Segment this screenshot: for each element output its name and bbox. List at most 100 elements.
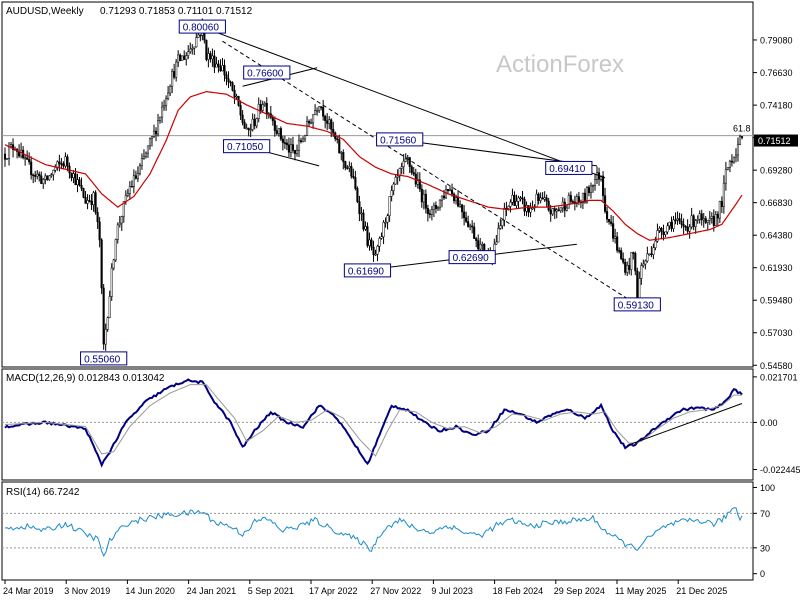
candle-body — [213, 55, 216, 68]
candle-body — [620, 250, 623, 260]
candle-body — [694, 220, 697, 227]
candle-body — [463, 211, 466, 218]
candle-body — [209, 53, 212, 60]
candle-body — [312, 114, 315, 124]
price-y-tick-label: 0.61930 — [760, 263, 793, 273]
price-trendline — [222, 40, 638, 306]
rsi-title: RSI(14) 66.7242 — [6, 487, 80, 498]
candle-body — [475, 238, 478, 241]
candle-body — [134, 175, 137, 179]
candle-body — [612, 223, 615, 239]
candle-body — [712, 216, 715, 226]
candle-body — [688, 226, 691, 232]
candle-body — [138, 165, 141, 174]
candle-body — [297, 140, 301, 151]
candle-body — [340, 152, 343, 154]
candle-body — [144, 152, 148, 157]
candle-body — [90, 200, 93, 205]
chart-symbol: AUDUSD,Weekly — [6, 6, 84, 17]
candle-body — [446, 189, 450, 191]
candle-body — [668, 221, 671, 227]
candle-body — [293, 150, 297, 154]
candle-body — [116, 224, 119, 240]
candle-body — [664, 231, 667, 235]
candle-body — [738, 136, 742, 145]
candle-body — [728, 160, 731, 168]
candle-body — [328, 119, 331, 124]
candle-body — [720, 201, 723, 207]
candle-body — [308, 121, 311, 124]
candle-body — [136, 173, 139, 179]
candle-body — [283, 142, 286, 144]
candle-body — [92, 192, 95, 205]
candle-body — [56, 161, 59, 168]
candle-body — [251, 118, 254, 130]
candle-body — [507, 206, 510, 209]
candle-body — [229, 81, 232, 84]
rsi-y-tick-label: 70 — [760, 509, 770, 519]
candle-body — [724, 168, 727, 184]
price-label-text: 0.80060 — [183, 23, 220, 34]
candle-body — [457, 197, 460, 207]
candle-body — [523, 198, 526, 212]
candle-body — [549, 209, 552, 215]
candle-body — [50, 174, 53, 177]
candle-body — [658, 228, 661, 231]
candle-body — [408, 157, 411, 167]
macd-y-tick-label: 0.021701 — [760, 372, 798, 382]
candle-body — [245, 127, 248, 130]
candle-body — [187, 51, 190, 56]
candle-body — [330, 119, 333, 130]
candle-body — [497, 228, 500, 243]
fib-level-label: 61.8 — [733, 124, 751, 134]
candle-body — [271, 117, 274, 122]
candle-body — [163, 105, 166, 108]
x-tick-label: 14 Jun 2020 — [125, 586, 175, 596]
price-y-tick-label: 0.64380 — [760, 231, 793, 241]
candle-body — [557, 209, 560, 212]
candle-body — [287, 144, 290, 153]
candle-body — [634, 253, 637, 272]
candle-body — [636, 270, 639, 299]
candle-body — [630, 252, 633, 270]
candle-body — [150, 136, 154, 140]
candle-body — [606, 211, 609, 220]
x-tick-label: 5 Sep 2021 — [248, 586, 294, 596]
candle-body — [195, 37, 198, 48]
candle-body — [120, 216, 123, 224]
candle-body — [239, 105, 242, 116]
candle-body — [277, 128, 280, 134]
price-panel-frame — [1, 1, 754, 368]
candle-body — [543, 197, 546, 200]
candle-body — [626, 265, 629, 273]
candle-body — [257, 104, 260, 119]
candle-body — [632, 252, 635, 254]
candle-body — [567, 195, 570, 209]
candle-body — [591, 185, 595, 187]
candle-body — [82, 188, 85, 198]
candle-body — [314, 110, 317, 116]
rsi-panel: 100 70 30 0 — [2, 483, 775, 579]
candle-body — [104, 329, 107, 345]
candle-body — [551, 208, 554, 215]
candle-body — [108, 296, 111, 318]
candle-body — [124, 195, 127, 202]
candle-body — [171, 71, 174, 87]
candle-body — [654, 240, 657, 248]
candle-body — [686, 226, 689, 232]
candle-body — [40, 175, 43, 184]
candle-body — [450, 189, 454, 195]
macd-signal-line — [4, 384, 742, 457]
candle-body — [380, 236, 383, 239]
candle-body — [517, 197, 520, 202]
candle-body — [165, 98, 168, 106]
candle-body — [34, 174, 37, 177]
price-label-text: 0.76600 — [247, 69, 284, 80]
candle-body — [624, 261, 627, 273]
candle-body — [161, 106, 164, 118]
candle-body — [420, 188, 423, 203]
candle-body — [265, 102, 268, 114]
candle-body — [66, 156, 69, 167]
candle-body — [412, 172, 415, 175]
